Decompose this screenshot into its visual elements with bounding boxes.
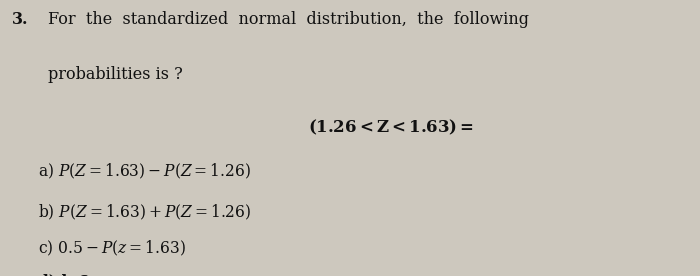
Text: c) $0.5 - P(z = 1.63)$: c) $0.5 - P(z = 1.63)$ bbox=[38, 239, 186, 258]
Text: probabilities is ?: probabilities is ? bbox=[48, 66, 182, 83]
Text: d) b & c.: d) b & c. bbox=[38, 273, 113, 276]
Text: $\mathbf{(1.26 < Z < 1.63) =}$: $\mathbf{(1.26 < Z < 1.63) =}$ bbox=[308, 117, 474, 137]
Text: For  the  standardized  normal  distribution,  the  following: For the standardized normal distribution… bbox=[48, 11, 528, 28]
Text: a) $P(Z = 1.63) - P(Z = 1.26)$: a) $P(Z = 1.63) - P(Z = 1.26)$ bbox=[38, 161, 251, 181]
Text: 3.: 3. bbox=[12, 11, 29, 28]
Text: b) $P(Z = 1.63) + P(Z = 1.26)$: b) $P(Z = 1.63) + P(Z = 1.26)$ bbox=[38, 203, 252, 222]
